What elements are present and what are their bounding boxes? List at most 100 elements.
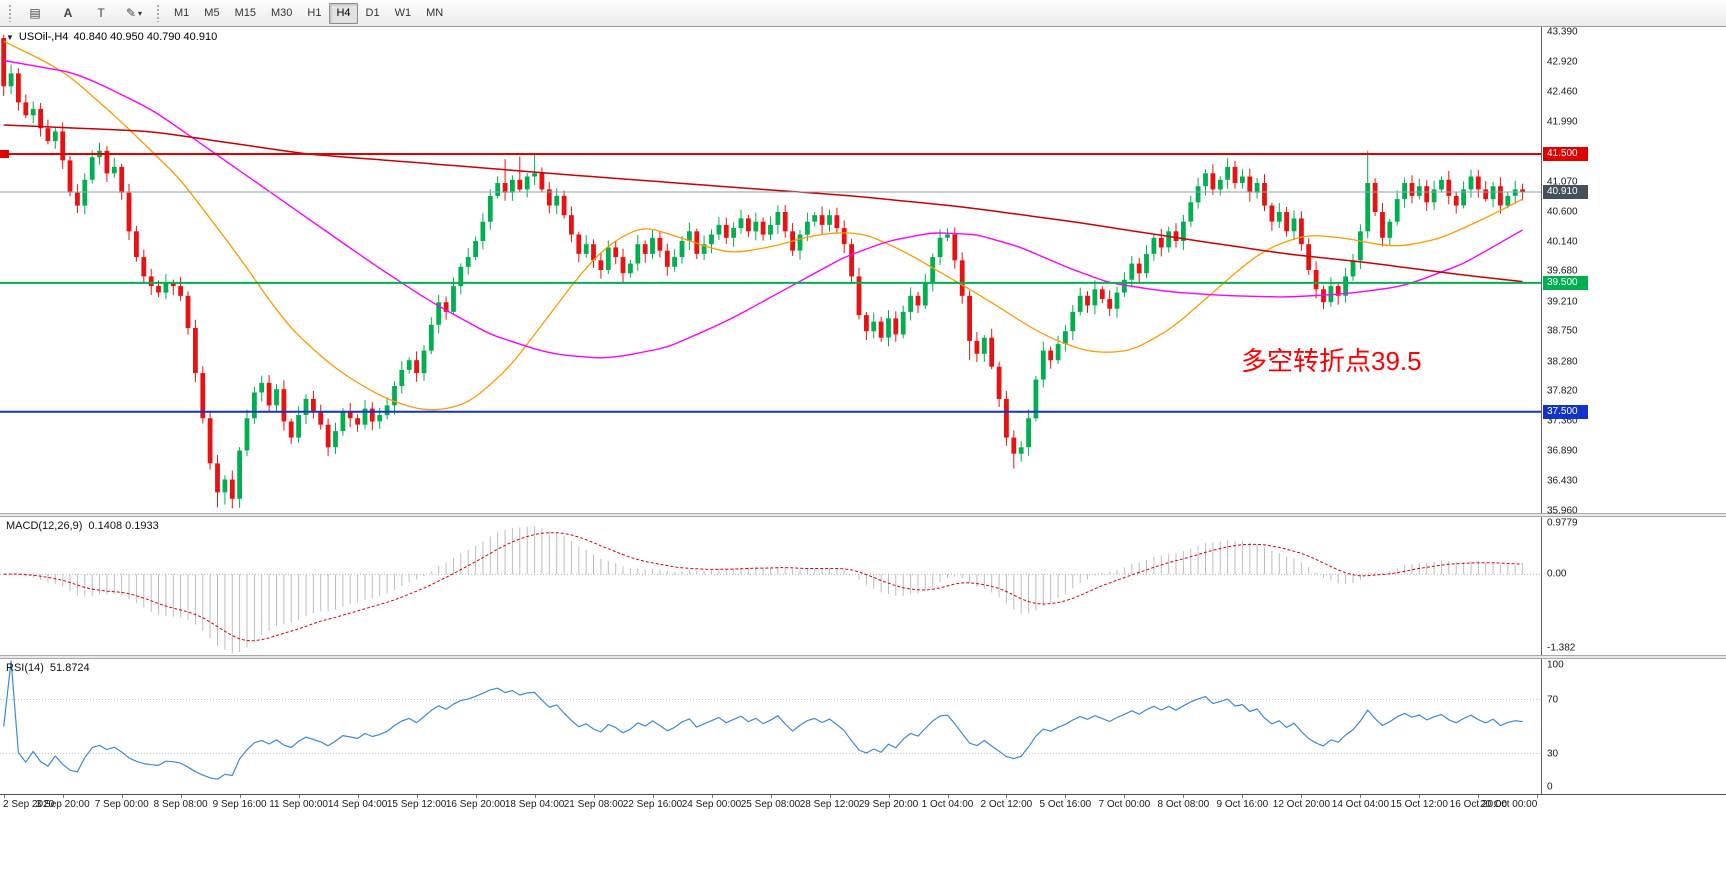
- time-label: 16 Oct 20:00: [1449, 799, 1507, 810]
- price-tick-label: 42.920: [1547, 56, 1578, 68]
- rsi-tick-label: 100: [1547, 659, 1564, 671]
- toolbar-gripper[interactable]: [8, 4, 13, 22]
- time-tick-mark: [829, 795, 831, 798]
- price-badge-37.500: 37.500: [1543, 404, 1588, 419]
- time-tick-mark: [1006, 795, 1008, 798]
- main-chart-plot: ▼ USOil-,H4 40.840 40.950 40.790 40.910 …: [0, 27, 1541, 513]
- timeframe-button-m15[interactable]: M15: [234, 7, 256, 19]
- price-tick-label: 40.600: [1547, 206, 1578, 218]
- panel-splitter-1[interactable]: [0, 513, 1726, 517]
- time-label: 9 Sep 16:00: [212, 799, 267, 810]
- macd-tick-label: 0.00: [1547, 568, 1567, 580]
- time-label: 15 Sep 12:00: [386, 799, 447, 810]
- macd-scale[interactable]: 0.9779 0.00 -1.382: [1541, 517, 1726, 655]
- time-tick-mark: [1242, 795, 1244, 798]
- price-tick-label: 40.140: [1547, 236, 1578, 248]
- time-tick-mark: [121, 795, 123, 798]
- time-label: 7 Sep 00:00: [94, 799, 149, 810]
- macd-panel: MACD(12,26,9) 0.1408 0.1933 0.9779 0.00 -1…: [0, 517, 1726, 655]
- time-tick-mark: [770, 795, 772, 798]
- timeframe-button-mn[interactable]: MN: [426, 7, 444, 19]
- rsi-scale[interactable]: 100 70 30 0: [1541, 659, 1726, 794]
- price-tick-label: 39.680: [1547, 265, 1578, 277]
- text-label-icon[interactable]: A: [63, 6, 73, 20]
- timeframe-button-w1[interactable]: W1: [394, 7, 412, 19]
- rsi-tick-label: 0: [1547, 781, 1553, 793]
- draw-tools-icon[interactable]: ✎ ▾: [125, 6, 143, 20]
- time-tick-mark: [1065, 795, 1067, 798]
- tool-button-group: ▤ A T ✎ ▾: [19, 2, 150, 25]
- current-price-badge: 40.910: [1543, 185, 1588, 199]
- time-label: 12 Oct 20:00: [1272, 799, 1331, 810]
- time-label: 2 Sep 2020: [3, 799, 55, 810]
- annotation-text[interactable]: 多空转折点39.5: [1241, 346, 1422, 376]
- time-label: 14 Sep 04:00: [327, 799, 388, 810]
- rsi-panel: RSI(14) 51.8724 100 70 30 0: [0, 659, 1726, 794]
- price-tick-label: 43.390: [1547, 26, 1578, 38]
- time-label: 9 Oct 16:00: [1216, 799, 1269, 810]
- rsi-canvas[interactable]: [0, 659, 1541, 794]
- timeframe-button-h1[interactable]: H1: [307, 7, 322, 19]
- price-tick-label: 39.210: [1547, 296, 1578, 308]
- price-tick-label: 36.890: [1547, 445, 1578, 457]
- timeframe-button-m30[interactable]: M30: [270, 7, 293, 19]
- time-label: 14 Oct 04:00: [1331, 799, 1390, 810]
- time-label: 24 Sep 00:00: [681, 799, 742, 810]
- rsi-plot: RSI(14) 51.8724: [0, 659, 1541, 794]
- price-tick-label: 37.360: [1547, 415, 1578, 427]
- panel-splitter-2[interactable]: [0, 655, 1726, 659]
- macd-tick-label: -1.382: [1547, 642, 1576, 654]
- chart-symbol-period: USOil-,H4: [18, 31, 69, 43]
- time-label: 15 Oct 12:00: [1390, 799, 1448, 810]
- chart-ohlc-values: 40.840 40.950 40.790 40.910: [73, 31, 218, 43]
- macd-plot: MACD(12,26,9) 0.1408 0.1933: [0, 517, 1541, 655]
- time-label: 8 Oct 08:00: [1157, 799, 1210, 810]
- rsi-value: 51.8724: [49, 662, 90, 674]
- time-label: 8 Sep 08:00: [153, 799, 208, 810]
- rsi-title: RSI(14) 51.8724: [6, 662, 90, 674]
- chart-window-icon[interactable]: ▤: [29, 6, 41, 20]
- time-label: 25 Sep 08:00: [740, 799, 801, 810]
- time-label: 21 Sep 08:00: [563, 799, 624, 810]
- time-label: 7 Oct 00:00: [1098, 799, 1151, 810]
- price-badge-39.500: 39.500: [1543, 275, 1588, 290]
- main-chart-panel: ▼ USOil-,H4 40.840 40.950 40.790 40.910 …: [0, 26, 1726, 517]
- template-icon[interactable]: T: [97, 6, 105, 20]
- timeframe-toolbar-gripper[interactable]: [156, 4, 161, 22]
- time-tick-mark: [1537, 795, 1539, 798]
- main-chart-canvas[interactable]: [0, 27, 1541, 513]
- rsi-tick-label: 70: [1547, 694, 1559, 705]
- price-tick-label: 38.280: [1547, 356, 1578, 368]
- time-tick-mark: [416, 795, 418, 798]
- time-scale[interactable]: 2 Sep 2020 3 Sep 20:00 7 Sep 00:00 8 Sep 08…: [0, 794, 1726, 812]
- time-tick-mark: [180, 795, 182, 798]
- time-tick-mark: [1360, 795, 1362, 798]
- ma-long-red: [3, 124, 1523, 283]
- price-tick-label: 41.070: [1547, 176, 1578, 188]
- price-scale[interactable]: 43.39042.92042.46041.99041.53041.07040.6…: [1541, 26, 1726, 517]
- time-label: 29 Sep 20:00: [858, 799, 919, 810]
- time-tick-mark: [652, 795, 654, 798]
- time-label: 20 Oct 00:00: [1480, 799, 1538, 810]
- timeframe-button-d1[interactable]: D1: [365, 7, 380, 19]
- macd-tick-label: 0.9779: [1547, 517, 1578, 529]
- time-label: 16 Sep 20:00: [445, 799, 506, 810]
- timeframe-button-m1[interactable]: M1: [174, 7, 190, 19]
- toolbar: ▤ A T ✎ ▾ M1 M5 M15 M30 H1 H4 D1 W1 MN: [0, 0, 1726, 27]
- time-tick-mark: [593, 795, 595, 798]
- price-tick-label: 38.750: [1547, 325, 1578, 337]
- time-tick-mark: [475, 795, 477, 798]
- time-tick-mark: [534, 795, 536, 798]
- macd-canvas[interactable]: [0, 517, 1541, 655]
- time-tick-mark: [62, 795, 64, 798]
- candles-layer: [1, 34, 1525, 509]
- collapse-arrow-icon[interactable]: ▼: [6, 32, 14, 42]
- ma-short-orange: [3, 40, 1523, 411]
- price-tick-label: 37.820: [1547, 385, 1578, 397]
- price-tick-label: 35.960: [1547, 505, 1578, 517]
- timeframe-button-h4[interactable]: H4: [329, 2, 358, 24]
- price-tick-label: 41.990: [1547, 116, 1578, 128]
- timeframe-button-m5[interactable]: M5: [204, 7, 220, 19]
- time-tick-mark: [3, 795, 5, 798]
